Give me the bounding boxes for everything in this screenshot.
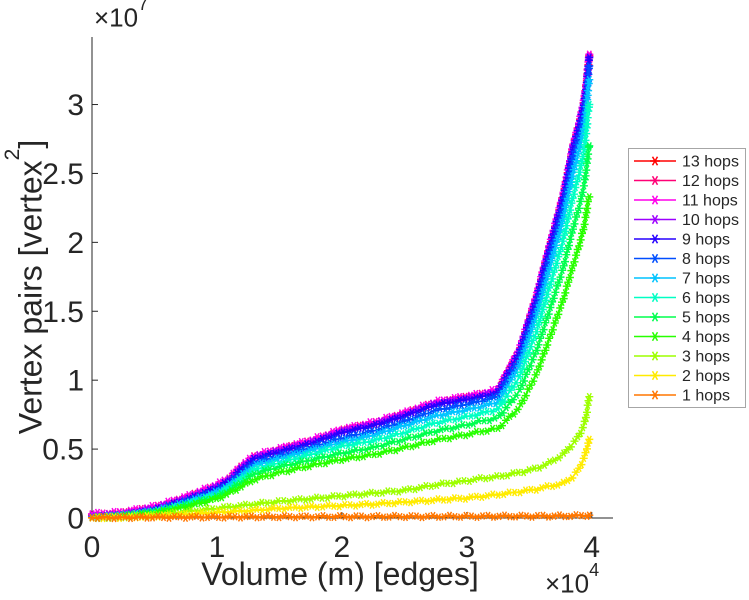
y-axis-label: Vertex pairs [vertex2] [1, 77, 49, 497]
x-exponent-power: 4 [589, 560, 600, 580]
legend-entry-12-hops: 12 hops [634, 173, 739, 190]
legend-asterisk-marker [650, 214, 660, 225]
legend-label: 6 hops [682, 290, 730, 307]
legend: 13 hops 12 hops 11 hops 10 hops 9 hops 8 hops… [628, 148, 746, 408]
legend-label: 1 hops [682, 388, 730, 405]
legend-entry-11-hops: 11 hops [634, 193, 738, 210]
legend-label: 4 hops [682, 329, 730, 346]
legend-label: 8 hops [682, 251, 730, 268]
legend-asterisk-marker [650, 175, 660, 186]
legend-asterisk-marker [650, 195, 660, 205]
legend-entry-6-hops: 6 hops [634, 290, 730, 307]
legend-asterisk-marker [650, 156, 660, 166]
legend-label: 5 hops [682, 310, 730, 327]
legend-asterisk-marker [650, 234, 660, 244]
series-5-hops [88, 142, 594, 522]
y-axis-ticks: 0 0.5 1 1.5 2 2.5 3 [42, 89, 98, 536]
legend-entry-2-hops: 2 hops [634, 368, 730, 385]
x-tick-label-0: 0 [84, 531, 101, 564]
legend-asterisk-marker [650, 331, 660, 342]
series-markers [88, 142, 594, 522]
x-exponent-base: ×10 [545, 568, 590, 599]
legend-entry-1-hops: 1 hops [634, 388, 730, 405]
legend-label: 12 hops [682, 173, 739, 190]
y-tick-label-2.5: 2.5 [42, 158, 84, 191]
legend-entry-5-hops: 5 hops [634, 310, 730, 327]
legend-entry-7-hops: 7 hops [634, 271, 730, 288]
y-axis-label-bracket: ] [12, 139, 49, 149]
y-axis-label-text: Vertex pairs [vertex [12, 160, 49, 435]
y-axis-exponent: ×107 [94, 0, 149, 34]
y-tick-label-0: 0 [67, 503, 84, 536]
legend-asterisk-marker [650, 312, 660, 322]
legend-label: 3 hops [682, 349, 730, 366]
x-tick-label-4: 4 [583, 531, 600, 564]
legend-asterisk-marker [650, 273, 660, 283]
y-tick-label-1.5: 1.5 [42, 296, 84, 329]
legend-asterisk-marker [650, 351, 660, 361]
x-axis-exponent: ×104 [545, 560, 599, 600]
series-1-hops [88, 510, 594, 523]
series-markers [88, 510, 594, 523]
legend-label: 10 hops [682, 212, 739, 229]
legend-asterisk-marker [650, 390, 660, 400]
legend-entry-8-hops: 8 hops [634, 251, 730, 268]
y-tick-label-1: 1 [67, 365, 84, 398]
legend-asterisk-marker [650, 370, 660, 381]
x-tick-label-3: 3 [458, 531, 475, 564]
x-tick-label-1: 1 [209, 531, 226, 564]
y-exponent-power: 7 [138, 0, 149, 14]
y-tick-label-3: 3 [67, 89, 84, 122]
legend-entry-3-hops: 3 hops [634, 349, 730, 366]
legend-asterisk-marker [650, 292, 660, 303]
legend-label: 13 hops [682, 154, 739, 171]
x-axis-ticks: 0 1 2 3 4 [84, 512, 600, 564]
legend-label: 11 hops [682, 193, 738, 210]
y-axis-label-superscript: 2 [1, 148, 24, 161]
x-axis-label: Volume (m) [edges] [201, 556, 479, 592]
legend-entry-9-hops: 9 hops [634, 232, 730, 249]
legend-asterisk-marker [650, 253, 660, 264]
legend-entry-10-hops: 10 hops [634, 212, 739, 229]
y-tick-label-0.5: 0.5 [42, 434, 84, 467]
legend-entry-13-hops: 13 hops [634, 154, 739, 171]
y-tick-label-2: 2 [67, 227, 84, 260]
legend-label: 2 hops [682, 368, 730, 385]
legend-label: 9 hops [682, 232, 730, 249]
legend-entry-4-hops: 4 hops [634, 329, 730, 346]
legend-label: 7 hops [682, 271, 730, 288]
y-exponent-base: ×10 [94, 2, 139, 33]
x-tick-label-2: 2 [334, 531, 351, 564]
